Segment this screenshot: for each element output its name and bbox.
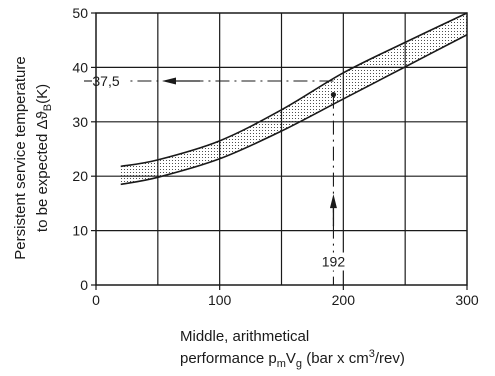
plot-frame <box>95 12 468 286</box>
x-axis-title-line1: Middle, arithmetical <box>180 328 309 345</box>
y-tick-label-10: 10 <box>72 223 88 239</box>
y-axis-title-line2: to be expected ΔϑB(K) <box>34 84 54 232</box>
x-tick-label-200: 200 <box>332 292 356 308</box>
tick-labels: 0 100 200 300 0 10 20 30 40 50 <box>72 5 478 308</box>
y-tick-label-40: 40 <box>72 59 88 75</box>
y-tick-label-20: 20 <box>72 168 88 184</box>
y-tick-label-0: 0 <box>80 277 88 293</box>
band-upper-curve <box>120 12 468 168</box>
reading-annotation: 37,5 192 <box>82 71 350 285</box>
y-read-label: 37,5 <box>92 73 119 89</box>
x-read-label: 192 <box>322 254 346 270</box>
x-tick-label-300: 300 <box>455 292 479 308</box>
y-tick-label-30: 30 <box>72 114 88 130</box>
x-read-label-bg <box>317 252 350 271</box>
x-tick-label-100: 100 <box>208 292 232 308</box>
y-read-arrowhead <box>162 77 176 85</box>
tolerance-band <box>120 12 468 186</box>
y-tick-label-50: 50 <box>72 5 88 21</box>
band-lower-curve <box>120 34 468 186</box>
band-fill <box>120 13 467 185</box>
y-read-label-bg <box>82 71 124 91</box>
x-axis-title-line2: performance pmVg (bar x cm3/rev) <box>180 348 405 370</box>
reading-point <box>330 92 337 98</box>
y-axis-title-line1: Persistent service temperature <box>12 56 29 259</box>
plot-border <box>95 12 468 286</box>
x-read-arrowhead <box>329 194 337 209</box>
x-tick-label-0: 0 <box>92 292 100 308</box>
